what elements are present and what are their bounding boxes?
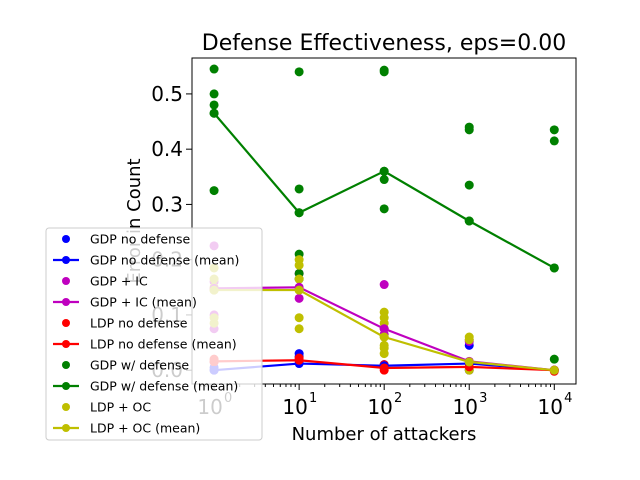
legend-label: GDP no defense (mean) (90, 253, 239, 268)
series-3-point (209, 89, 219, 99)
series-4-point (294, 260, 304, 270)
legend-entry: LDP + OC (62, 400, 151, 415)
legend-box (45, 227, 263, 441)
legend-marker-swatch (62, 235, 70, 243)
x-tick-base: 10 (282, 395, 307, 419)
legend-label: GDP + IC (90, 274, 148, 289)
legend-marker-swatch (62, 340, 70, 348)
series-3-point (379, 204, 389, 214)
y-tick-label: 0.3 (151, 192, 183, 216)
x-tick-exponent: 3 (479, 391, 487, 406)
chart-title: Defense Effectiveness, eps=0.00 (202, 31, 566, 56)
series-3-point (379, 175, 389, 185)
series-1-mean-point (379, 324, 389, 334)
series-3-point (549, 125, 559, 135)
x-tick-base: 10 (367, 395, 392, 419)
legend-entry: LDP no defense (62, 316, 188, 331)
series-4-point (294, 313, 304, 323)
x-tick-base: 10 (453, 395, 478, 419)
legend-marker-swatch (62, 361, 70, 369)
series-4-point (294, 274, 304, 284)
series-3-mean-point (379, 166, 389, 176)
legend-label: LDP + OC (90, 400, 151, 415)
legend: GDP no defense GDP no defense (mean) GDP +… (45, 227, 263, 441)
legend-marker-swatch (62, 277, 70, 285)
series-3-point (549, 136, 559, 146)
series-3-mean-point (549, 263, 559, 273)
x-tick-exponent: 4 (564, 391, 572, 406)
legend-label: LDP + OC (mean) (90, 421, 200, 436)
legend-entry: GDP + IC (mean) (53, 295, 197, 310)
series-3-point (209, 100, 219, 110)
series-2-mean-point (379, 363, 389, 373)
legend-entry: GDP w/ defense (62, 358, 189, 373)
series-3-mean-line (213, 112, 555, 269)
series-2-mean-point (294, 355, 304, 365)
legend-marker-swatch (62, 382, 70, 390)
x-tick-base: 10 (538, 395, 563, 419)
y-tick-label: 0.4 (151, 137, 183, 161)
series-3-point (294, 184, 304, 194)
legend-marker-swatch (62, 403, 70, 411)
series-3-point (209, 64, 219, 74)
legend-entry: LDP no defense (mean) (53, 337, 237, 352)
series-3-point (379, 67, 389, 77)
legend-label: GDP + IC (mean) (90, 295, 197, 310)
series-4-mean-point (464, 357, 474, 367)
legend-label: LDP no defense (90, 316, 188, 331)
legend-entry: LDP + OC (mean) (53, 421, 200, 436)
series-3-point (294, 67, 304, 77)
legend-marker-swatch (62, 319, 70, 327)
series-4-mean-point (379, 332, 389, 342)
series-1-point (294, 293, 304, 303)
legend-entry: GDP no defense (62, 232, 191, 247)
series-3-point (464, 180, 474, 190)
y-tick-label: 0.5 (151, 82, 183, 106)
legend-marker-swatch (62, 424, 70, 432)
series-3-point (464, 125, 474, 135)
series-4-mean-point (549, 365, 559, 375)
x-tick-label: 10 4 (538, 391, 573, 419)
series-3-point (549, 354, 559, 364)
series-1-point (379, 280, 389, 290)
x-tick-label: 10 3 (453, 391, 488, 419)
series-4-point (379, 349, 389, 359)
legend-marker-swatch (62, 298, 70, 306)
legend-label: GDP w/ defense (90, 358, 189, 373)
series-3-point (209, 186, 219, 196)
x-tick-label: 10 1 (282, 391, 317, 419)
series-3-mean-point (209, 108, 219, 118)
series-4-point (294, 324, 304, 334)
legend-label: LDP no defense (mean) (90, 337, 237, 352)
series-4-point (464, 335, 474, 345)
x-tick-label: 10 2 (367, 391, 402, 419)
legend-entry: GDP w/ defense (mean) (53, 379, 238, 394)
legend-marker-swatch (62, 256, 70, 264)
legend-entry: GDP no defense (mean) (53, 253, 239, 268)
series-3-mean-point (294, 208, 304, 218)
legend-label: GDP no defense (90, 232, 191, 247)
series-3-mean-point (464, 216, 474, 226)
series-4-mean-point (294, 285, 304, 295)
x-axis-label: Number of attackers (292, 424, 477, 445)
x-tick-exponent: 2 (394, 391, 402, 406)
legend-entry: GDP + IC (62, 274, 148, 289)
legend-label: GDP w/ defense (mean) (90, 379, 238, 394)
x-tick-exponent: 1 (309, 391, 317, 406)
